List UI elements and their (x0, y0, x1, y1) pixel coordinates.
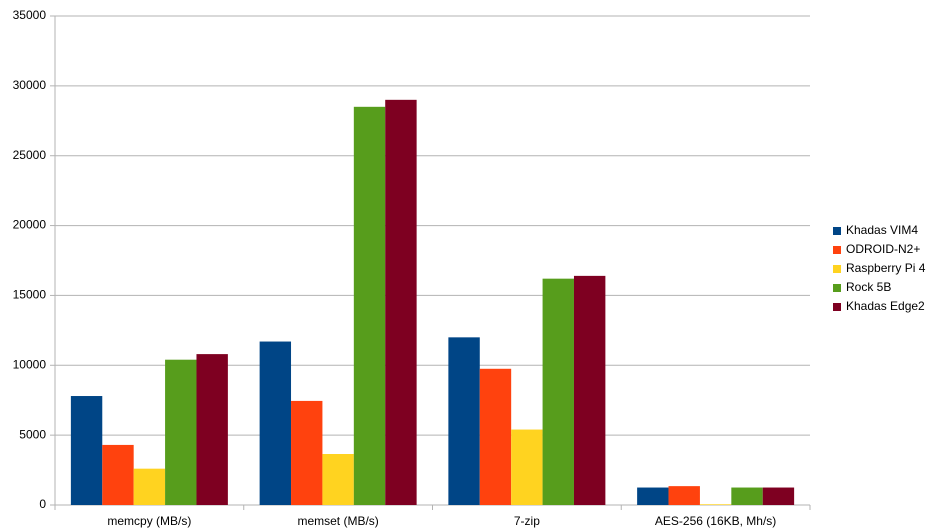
y-tick-label: 10000 (13, 357, 47, 371)
legend-swatch (833, 246, 841, 254)
bar (70, 396, 103, 505)
legend-label: Raspberry Pi 4 (846, 261, 926, 275)
bar (573, 275, 606, 505)
bar (479, 368, 512, 505)
legend-label: ODROID-N2+ (846, 242, 920, 256)
bar (385, 99, 417, 505)
y-tick-label: 35000 (13, 8, 47, 22)
bar (165, 359, 197, 505)
bar (731, 487, 763, 505)
x-tick-label: AES-256 (16KB, Mh/s) (655, 514, 776, 528)
legend-label: Khadas VIM4 (846, 223, 918, 237)
bar (353, 106, 386, 506)
legend-swatch (833, 303, 841, 311)
y-tick-label: 25000 (13, 148, 47, 162)
y-tick-label: 15000 (13, 288, 47, 302)
bar (196, 354, 228, 505)
y-tick-label: 30000 (13, 78, 47, 92)
x-tick-label: memset (MB/s) (297, 514, 378, 528)
y-tick-label: 0 (39, 497, 46, 511)
bar (668, 486, 700, 505)
bar (637, 487, 669, 505)
legend-label: Rock 5B (846, 280, 891, 294)
x-tick-label: 7-zip (514, 514, 540, 528)
bar (259, 341, 292, 505)
bar (291, 400, 323, 505)
bar (542, 278, 574, 505)
legend-label: Khadas Edge2 (846, 299, 925, 313)
legend-swatch (833, 284, 841, 292)
y-tick-label: 20000 (13, 218, 47, 232)
bar (133, 468, 166, 505)
bar (699, 504, 732, 505)
bar (322, 454, 354, 505)
x-tick-label: memcpy (MB/s) (107, 514, 191, 528)
legend-swatch (833, 265, 841, 273)
bar (102, 444, 134, 505)
y-tick-label: 5000 (19, 427, 46, 441)
legend-swatch (833, 227, 841, 235)
bar (448, 337, 480, 505)
bar (511, 429, 543, 505)
bar (762, 487, 795, 505)
